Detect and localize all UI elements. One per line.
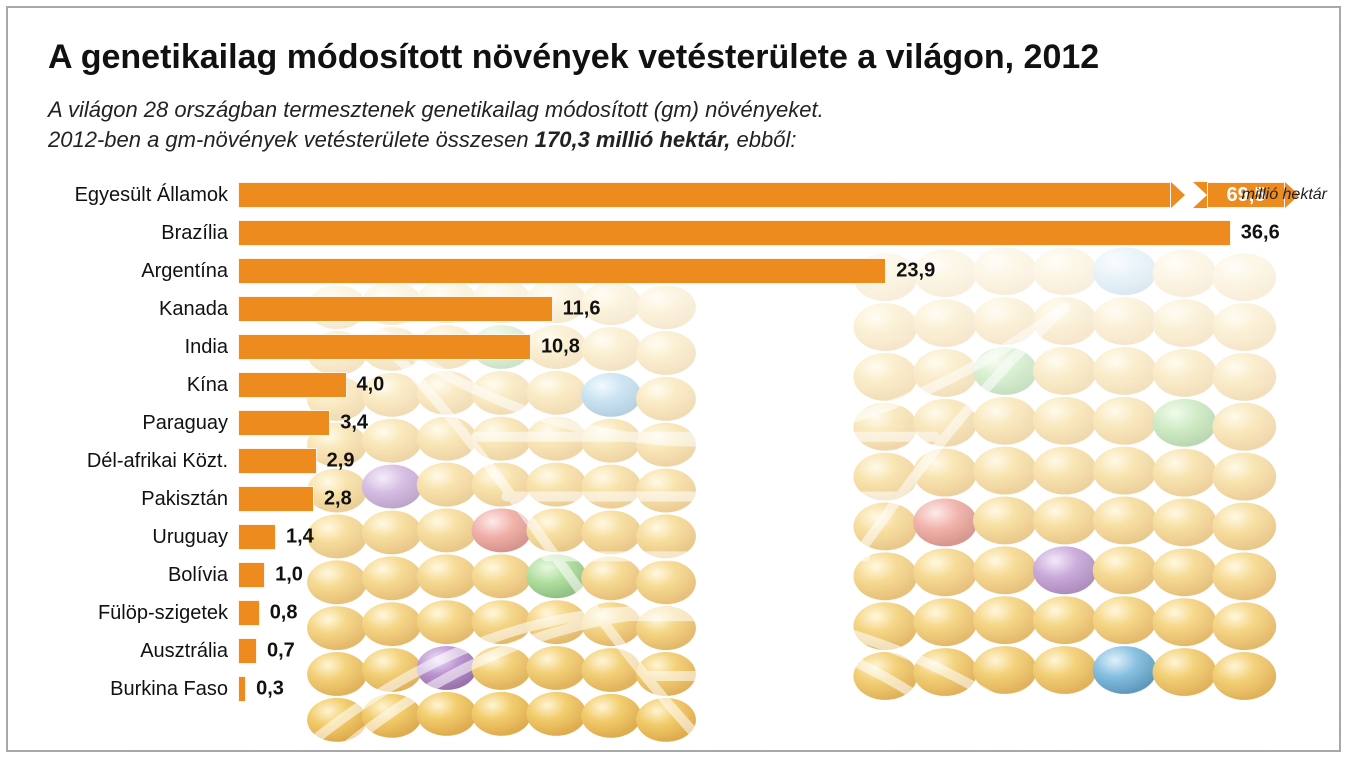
row-label: Burkina Faso [48,678,238,701]
chart-row: India10,8 [48,328,1299,366]
chart-frame: A genetikailag módosított növények vetés… [6,6,1341,752]
bar: 2,9 [238,448,317,474]
chart-row: Uruguay1,4 [48,518,1299,556]
bar: 1,0 [238,562,265,588]
row-label: Fülöp-szigetek [48,602,238,625]
bar-area: 23,9 [238,258,1299,284]
bar-rect [238,334,531,360]
bar: 0,8 [238,600,260,626]
bar-value: 11,6 [563,298,601,321]
bar-rect [238,220,1231,246]
chart-row: Fülöp-szigetek0,8 [48,594,1299,632]
bar-area: 36,6 [238,220,1299,246]
bar: 0,7 [238,638,257,664]
bar-value: 1,4 [286,526,314,549]
bar-area: 1,4 [238,524,1299,550]
chart-row: Argentína23,9 [48,252,1299,290]
row-label: Paraguay [48,412,238,435]
bar-rect [238,258,886,284]
bar-area: 2,9 [238,448,1299,474]
bar-area: 4,0 [238,372,1299,398]
bar-rect [238,600,260,626]
bar-rect [238,638,257,664]
chart-row: Paraguay3,4 [48,404,1299,442]
bar-rect [238,410,330,436]
bar-value: 0,7 [267,640,295,663]
bar-area: 0,3 [238,676,1299,702]
chart-row: Bolívia1,0 [48,556,1299,594]
bar-area: 1,0 [238,562,1299,588]
bar-area: 0,7 [238,638,1299,664]
subtitle-line2-suffix: ebből: [730,127,796,152]
bar: 23,9 [238,258,886,284]
bar-value: 3,4 [340,412,368,435]
bar-value: 0,3 [256,678,284,701]
subtitle-line1: A világon 28 országban termesztenek gene… [48,97,824,122]
bar-break-gap [1185,182,1193,208]
row-label: Dél-afrikai Közt. [48,450,238,473]
content-area: A genetikailag módosított növények vetés… [8,8,1339,718]
chart-row: Dél-afrikai Közt.2,9 [48,442,1299,480]
bar-area: 0,8 [238,600,1299,626]
chart-row: Ausztrália0,7 [48,632,1299,670]
bar: 4,0 [238,372,347,398]
chart-title: A genetikailag módosított növények vetés… [48,38,1299,77]
bar: 36,6 [238,220,1231,246]
subtitle-line2-bold: 170,3 millió hektár, [535,127,731,152]
bar: 0,3 [238,676,246,702]
bar: 2,8 [238,486,314,512]
bar-value: 23,9 [896,260,935,283]
row-label: Egyesült Államok [48,184,238,207]
bar-value: 10,8 [541,336,580,359]
bar-value: 1,0 [275,564,303,587]
bar-value: 2,8 [324,488,352,511]
bar-rect [238,448,317,474]
bar: 3,4 [238,410,330,436]
unit-label: millió hektár [1242,186,1327,204]
chart-row: Burkina Faso0,3 [48,670,1299,708]
chart-row: Brazília36,6 [48,214,1299,252]
bar: 10,8 [238,334,531,360]
row-label: Ausztrália [48,640,238,663]
chart-subtitle: A világon 28 országban termesztenek gene… [48,95,1299,154]
bar-area: 2,8 [238,486,1299,512]
chart-row: Kanada11,6 [48,290,1299,328]
bar: 1,4 [238,524,276,550]
bar-value: 4,0 [357,374,385,397]
bar-rect [238,486,314,512]
row-label: Kína [48,374,238,397]
chart-row: Kína4,0 [48,366,1299,404]
bar-rect [238,372,347,398]
row-label: Brazília [48,222,238,245]
bar-chart: Egyesült Államok69,5Brazília36,6Argentín… [48,176,1299,708]
bar-rect [238,296,553,322]
bar: 11,6 [238,296,553,322]
bar-area: 69,5 [238,182,1299,208]
bar-break-arrow-icon [1171,182,1185,208]
bar-value: 0,8 [270,602,298,625]
bar-area: 11,6 [238,296,1299,322]
row-label: Argentína [48,260,238,283]
bar-value: 36,6 [1241,222,1280,245]
row-label: Uruguay [48,526,238,549]
bar-rect [238,562,265,588]
chart-row: Pakisztán2,8 [48,480,1299,518]
row-label: Kanada [48,298,238,321]
bar-rect [238,676,246,702]
bar-value: 2,9 [327,450,355,473]
bar-area: 3,4 [238,410,1299,436]
bar-tail-notch-icon [1193,182,1207,208]
bar-rect [238,524,276,550]
bar-area: 10,8 [238,334,1299,360]
chart-row: Egyesült Államok69,5 [48,176,1299,214]
row-label: Bolívia [48,564,238,587]
bar-segment-main [238,182,1171,208]
row-label: India [48,336,238,359]
subtitle-line2-prefix: 2012-ben a gm-növények vetésterülete öss… [48,127,535,152]
bar-broken: 69,5 [238,182,1299,208]
row-label: Pakisztán [48,488,238,511]
